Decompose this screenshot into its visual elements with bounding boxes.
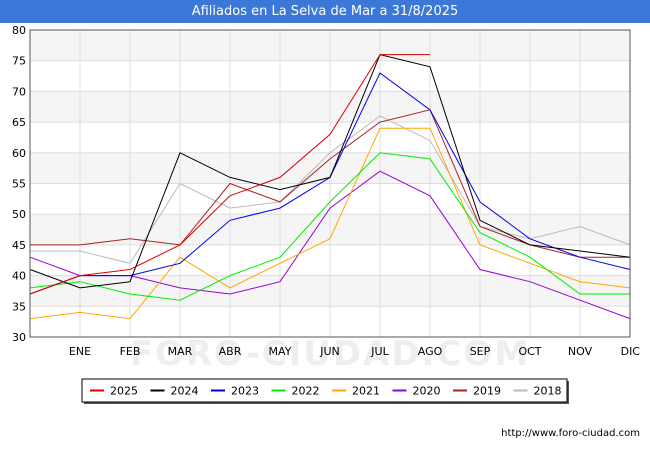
y-tick-label: 50 bbox=[12, 208, 26, 221]
series-line-2021 bbox=[29, 127, 631, 320]
series-line-2025 bbox=[29, 54, 430, 295]
legend-label-2025: 2025 bbox=[110, 385, 138, 398]
x-tick-label: MAY bbox=[269, 345, 292, 358]
legend-label-2024: 2024 bbox=[171, 385, 199, 398]
x-tick-label: JUN bbox=[319, 345, 340, 358]
x-tick-label: NOV bbox=[568, 345, 593, 358]
x-tick-label: MAR bbox=[168, 345, 193, 358]
series-lines bbox=[29, 54, 631, 320]
x-tick-label: AGO bbox=[418, 345, 443, 358]
line-chart: FORO-CIUDAD.COM 30 35 40 45 50 55 60 65 70 75 80 E… bbox=[12, 24, 640, 404]
x-tick-label: FEB bbox=[120, 345, 141, 358]
credit-link[interactable]: http://www.foro-ciudad.com bbox=[501, 428, 640, 439]
legend-label-2018: 2018 bbox=[534, 385, 562, 398]
legend-label-2019: 2019 bbox=[473, 385, 501, 398]
y-tick-label: 75 bbox=[12, 55, 26, 68]
chart-title: Afiliados en La Selva de Mar a 31/8/2025 bbox=[0, 0, 650, 23]
series-line-2024 bbox=[29, 54, 631, 289]
y-tick-label: 45 bbox=[12, 239, 26, 252]
x-tick-label: JUL bbox=[370, 345, 389, 358]
legend-box bbox=[81, 378, 568, 403]
y-tick-label: 70 bbox=[12, 85, 26, 98]
x-tick-label: OCT bbox=[518, 345, 541, 358]
watermark: FORO-CIUDAD.COM bbox=[130, 334, 531, 374]
x-tick-label: ENE bbox=[69, 345, 91, 358]
y-tick-label: 60 bbox=[12, 147, 26, 160]
y-tick-label: 30 bbox=[12, 331, 26, 344]
x-axis-ticks: ENE FEB MAR ABR MAY JUN JUL AGO SEP OCT NOV DIC bbox=[69, 345, 640, 358]
y-tick-label: 65 bbox=[12, 116, 26, 129]
legend-label-2022: 2022 bbox=[292, 385, 320, 398]
legend-label-2020: 2020 bbox=[413, 385, 441, 398]
y-tick-label: 35 bbox=[12, 300, 26, 313]
series-line-2022 bbox=[29, 152, 630, 301]
y-tick-label: 80 bbox=[12, 24, 26, 37]
x-tick-label: DIC bbox=[621, 345, 641, 358]
plot-frame bbox=[29, 29, 631, 338]
y-axis-ticks: 30 35 40 45 50 55 60 65 70 75 80 bbox=[12, 24, 26, 344]
legend-label-2023: 2023 bbox=[231, 385, 259, 398]
y-tick-label: 55 bbox=[12, 178, 26, 191]
x-tick-label: SEP bbox=[470, 345, 491, 358]
legend-label-2021: 2021 bbox=[352, 385, 380, 398]
y-tick-label: 40 bbox=[12, 270, 26, 283]
legend: 2025 2024 2023 2022 2021 2020 2019 2018 bbox=[81, 378, 569, 404]
x-tick-label: ABR bbox=[219, 345, 242, 358]
